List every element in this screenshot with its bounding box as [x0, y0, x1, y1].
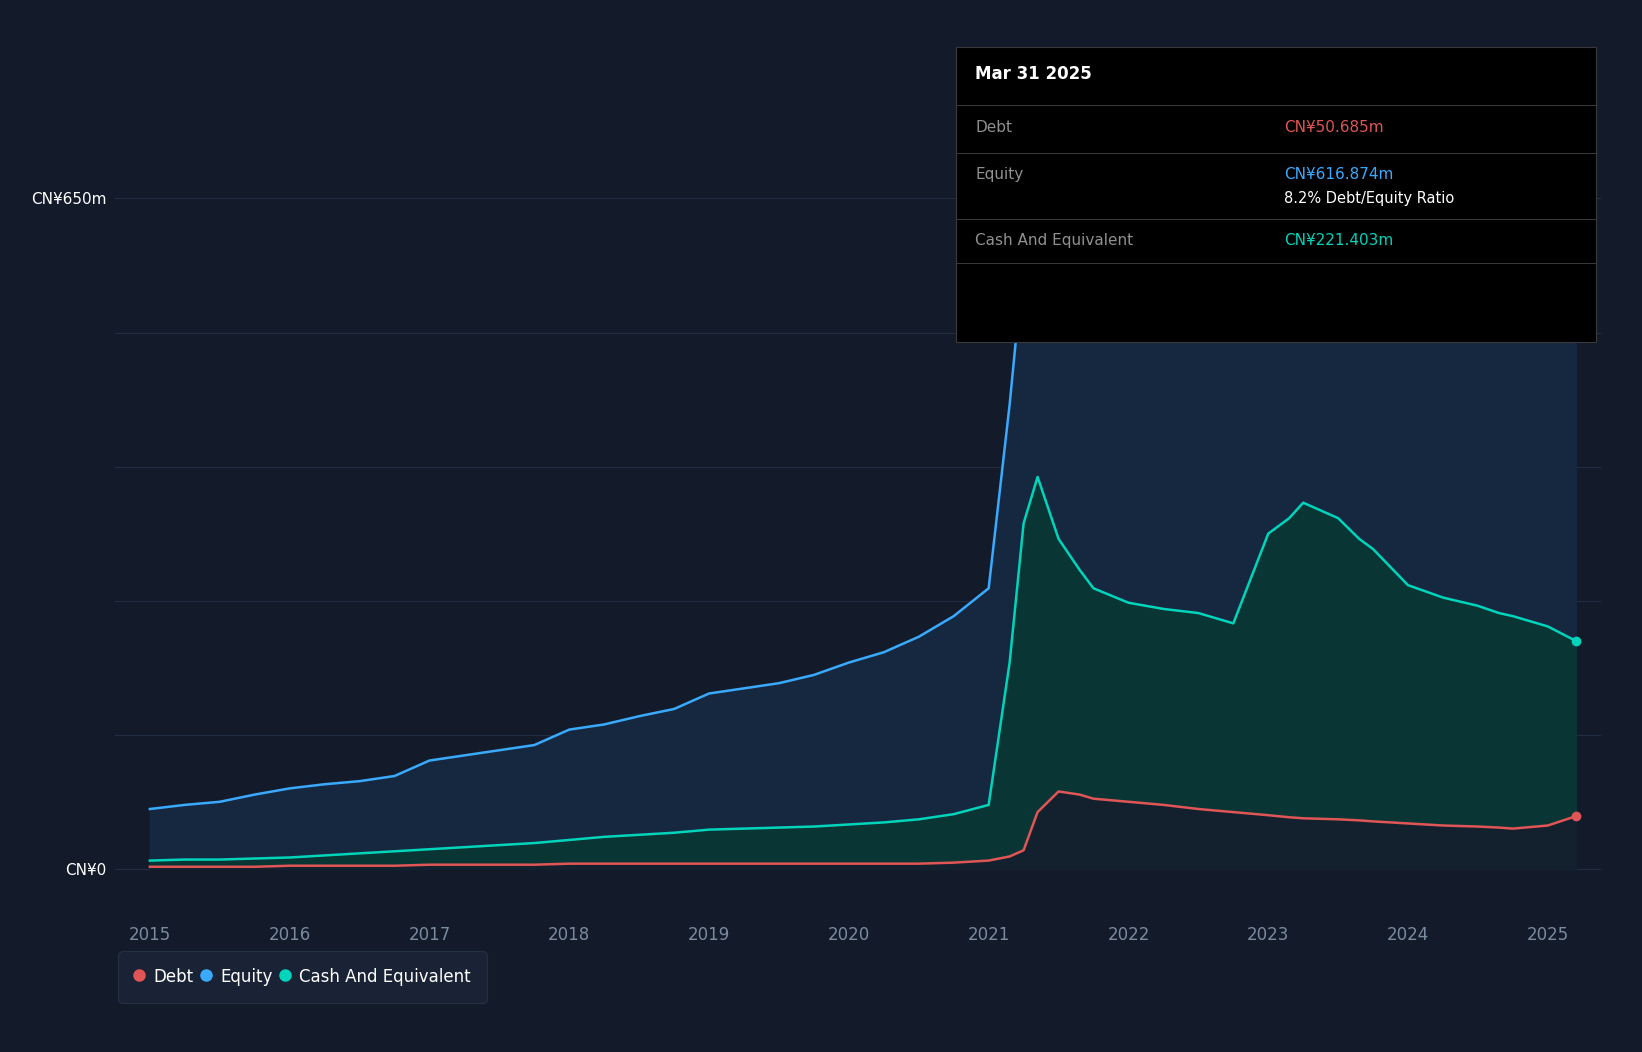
Text: Debt: Debt	[975, 120, 1013, 135]
Text: CN¥50.685m: CN¥50.685m	[1284, 120, 1384, 135]
Text: Mar 31 2025: Mar 31 2025	[975, 65, 1092, 83]
Text: CN¥221.403m: CN¥221.403m	[1284, 234, 1394, 248]
Text: 8.2% Debt/Equity Ratio: 8.2% Debt/Equity Ratio	[1284, 191, 1455, 206]
Legend: Debt, Equity, Cash And Equivalent: Debt, Equity, Cash And Equivalent	[123, 956, 483, 997]
Text: Equity: Equity	[975, 167, 1023, 182]
Text: Cash And Equivalent: Cash And Equivalent	[975, 234, 1133, 248]
Text: CN¥616.874m: CN¥616.874m	[1284, 167, 1394, 182]
